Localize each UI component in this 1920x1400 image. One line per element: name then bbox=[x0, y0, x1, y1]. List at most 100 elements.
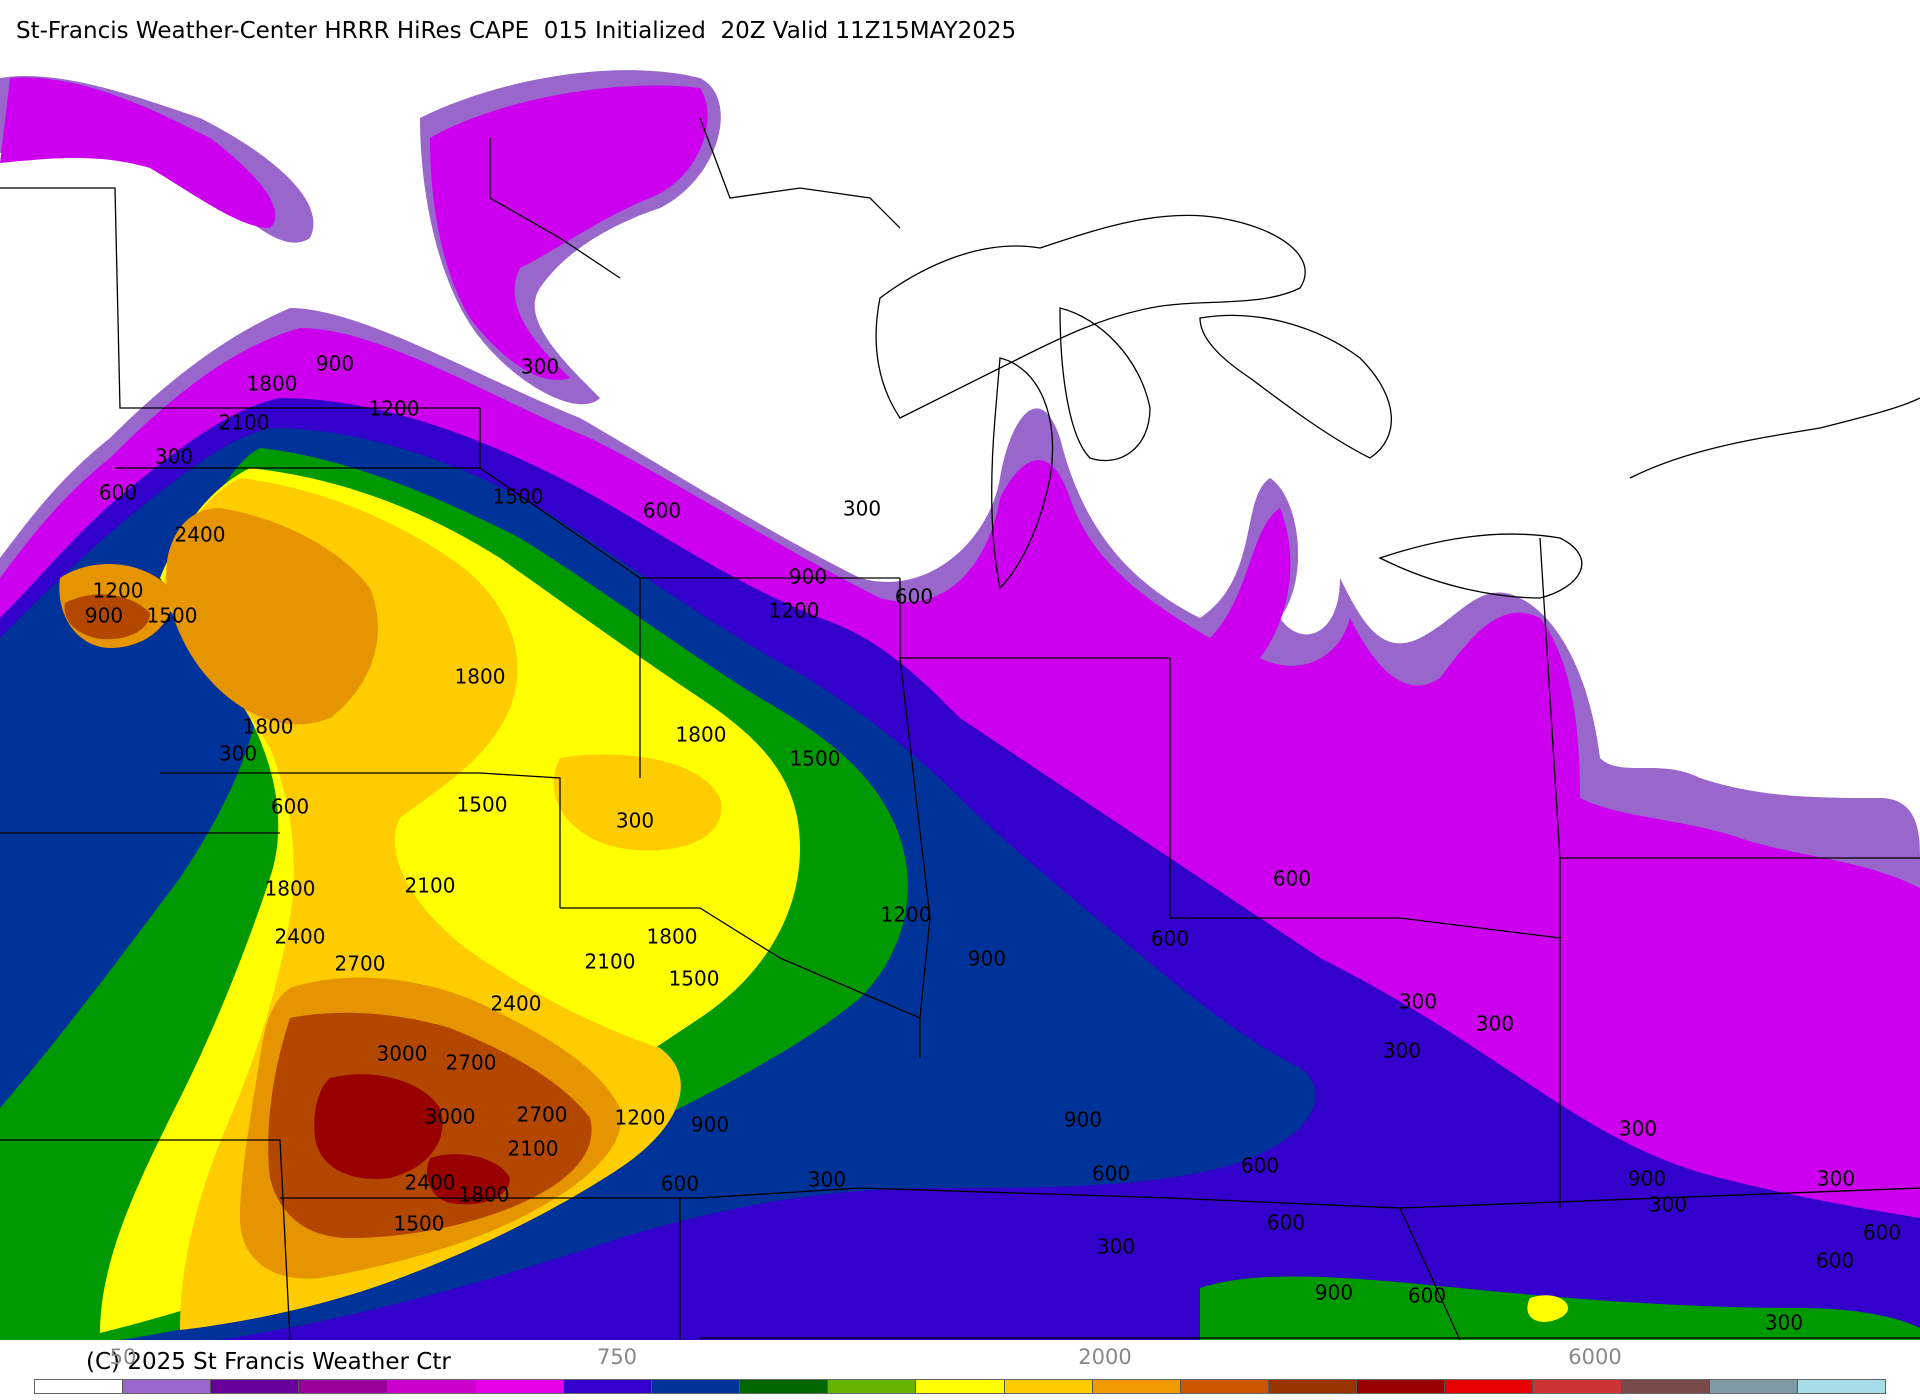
contour-label: 2100 bbox=[508, 1137, 559, 1161]
contour-label: 600 bbox=[1863, 1221, 1901, 1245]
contour-label: 300 bbox=[1817, 1167, 1855, 1191]
colorbar-label-2000: 2000 bbox=[1078, 1345, 1132, 1369]
colorbar-label-50: 50 bbox=[109, 1345, 137, 1369]
colorbar-segment bbox=[651, 1380, 741, 1393]
colorbar-segment bbox=[123, 1380, 212, 1393]
cape-map: 900 300 1800 1200 2100 300 1500 600 300 600 2400 12… bbox=[0, 58, 1920, 1340]
contour-label: 2100 bbox=[405, 874, 456, 898]
colorbar-segment bbox=[916, 1380, 1005, 1393]
contour-label: 3000 bbox=[425, 1105, 476, 1129]
contour-label: 900 bbox=[1064, 1108, 1102, 1132]
contour-label: 600 bbox=[895, 585, 933, 609]
contour-label: 300 bbox=[1476, 1012, 1514, 1036]
contour-label: 2400 bbox=[405, 1171, 456, 1195]
colorbar-segment bbox=[828, 1380, 917, 1393]
contour-label: 600 bbox=[1267, 1211, 1305, 1235]
contour-label: 300 bbox=[1097, 1235, 1135, 1259]
contour-label: 300 bbox=[1765, 1311, 1803, 1335]
contour-label: 2400 bbox=[175, 523, 226, 547]
contour-label: 900 bbox=[85, 604, 123, 628]
contour-label: 300 bbox=[521, 355, 559, 379]
contour-label: 1500 bbox=[493, 485, 544, 509]
contour-label: 3000 bbox=[377, 1042, 428, 1066]
contour-label: 600 bbox=[99, 481, 137, 505]
contour-label: 1800 bbox=[265, 877, 316, 901]
colorbar bbox=[34, 1379, 1886, 1394]
contour-label: 900 bbox=[968, 947, 1006, 971]
contour-label: 1500 bbox=[790, 747, 841, 771]
contour-label: 2700 bbox=[446, 1051, 497, 1075]
contour-label: 1200 bbox=[615, 1106, 666, 1130]
colorbar-segment bbox=[1004, 1380, 1093, 1393]
contour-label: 2100 bbox=[219, 411, 270, 435]
colorbar-segment bbox=[35, 1380, 124, 1393]
great-lakes-outline bbox=[875, 214, 1920, 599]
contour-label: 600 bbox=[1241, 1154, 1279, 1178]
colorbar-segment bbox=[1092, 1380, 1181, 1393]
contour-labels: 900 3001800120021003001500600300600240012… bbox=[85, 352, 1901, 1335]
contour-label: 900 bbox=[1628, 1167, 1666, 1191]
cape-band-2700 bbox=[64, 594, 592, 1238]
cape-fill-layers bbox=[0, 70, 1920, 1340]
contour-label: 1500 bbox=[669, 967, 720, 991]
contour-label: 1800 bbox=[676, 723, 727, 747]
contour-label: 600 bbox=[1092, 1162, 1130, 1186]
colorbar-segment bbox=[299, 1380, 388, 1393]
colorbar-label-750: 750 bbox=[596, 1345, 638, 1369]
colorbar-segment bbox=[387, 1380, 476, 1393]
cape-map-canvas: 900 3001800120021003001500600300600240012… bbox=[0, 58, 1920, 1340]
contour-label: 600 bbox=[1151, 927, 1189, 951]
colorbar-segment bbox=[1533, 1380, 1622, 1393]
contour-label: 600 bbox=[1816, 1249, 1854, 1273]
colorbar-segment bbox=[1357, 1380, 1446, 1393]
contour-label: 1500 bbox=[394, 1212, 445, 1236]
contour-label: 300 bbox=[219, 742, 257, 766]
contour-label: 1500 bbox=[147, 604, 198, 628]
contour-label: 2400 bbox=[275, 925, 326, 949]
contour-label: 1500 bbox=[457, 793, 508, 817]
colorbar-segment bbox=[1445, 1380, 1534, 1393]
contour-label: 1800 bbox=[459, 1183, 510, 1207]
state-lines bbox=[0, 408, 1920, 1340]
contour-label: 600 bbox=[1273, 867, 1311, 891]
contour-label: 1800 bbox=[647, 925, 698, 949]
colorbar-segment bbox=[1709, 1380, 1798, 1393]
contour-label: 1200 bbox=[369, 397, 420, 421]
contour-label: 1800 bbox=[247, 372, 298, 396]
contour-label: 300 bbox=[616, 809, 654, 833]
contour-label: 300 bbox=[155, 445, 193, 469]
cape-band-3000 bbox=[314, 1074, 510, 1205]
contour-label: 300 bbox=[808, 1168, 846, 1192]
contour-label: 2100 bbox=[585, 950, 636, 974]
contour-label: 900 bbox=[789, 565, 827, 589]
map-title: St-Francis Weather-Center HRRR HiRes CAP… bbox=[16, 18, 1017, 44]
colorbar-label-6000: 6000 bbox=[1568, 1345, 1622, 1369]
colorbar-segment bbox=[1268, 1380, 1358, 1393]
contour-label: 300 bbox=[843, 497, 881, 521]
contour-label: 300 bbox=[1399, 990, 1437, 1014]
contour-label: 300 bbox=[1649, 1193, 1687, 1217]
contour-label: 1200 bbox=[93, 579, 144, 603]
contour-label: 600 bbox=[271, 795, 309, 819]
colorbar-segment bbox=[1180, 1380, 1269, 1393]
colorbar-segment bbox=[1621, 1380, 1710, 1393]
contour-label: 300 bbox=[1619, 1117, 1657, 1141]
contour-label: 900 bbox=[1315, 1281, 1353, 1305]
copyright-text: (C) 2025 St Francis Weather Ctr bbox=[86, 1349, 451, 1375]
contour-label: 300 bbox=[1383, 1039, 1421, 1063]
border-canada-us bbox=[0, 117, 901, 409]
contour-label: 900 bbox=[316, 352, 354, 376]
contour-label: 600 bbox=[1408, 1284, 1446, 1308]
colorbar-segment bbox=[211, 1380, 300, 1393]
contour-label: 600 bbox=[643, 499, 681, 523]
contour-label: 600 bbox=[661, 1172, 699, 1196]
colorbar-segment bbox=[563, 1380, 652, 1393]
contour-label: 900 bbox=[691, 1113, 729, 1137]
colorbar-segment bbox=[1797, 1380, 1885, 1393]
contour-label: 2700 bbox=[517, 1103, 568, 1127]
colorbar-segment bbox=[475, 1380, 564, 1393]
contour-label: 1800 bbox=[455, 665, 506, 689]
colorbar-segment bbox=[740, 1380, 829, 1393]
contour-label: 1200 bbox=[769, 599, 820, 623]
political-boundaries bbox=[0, 117, 1920, 1340]
